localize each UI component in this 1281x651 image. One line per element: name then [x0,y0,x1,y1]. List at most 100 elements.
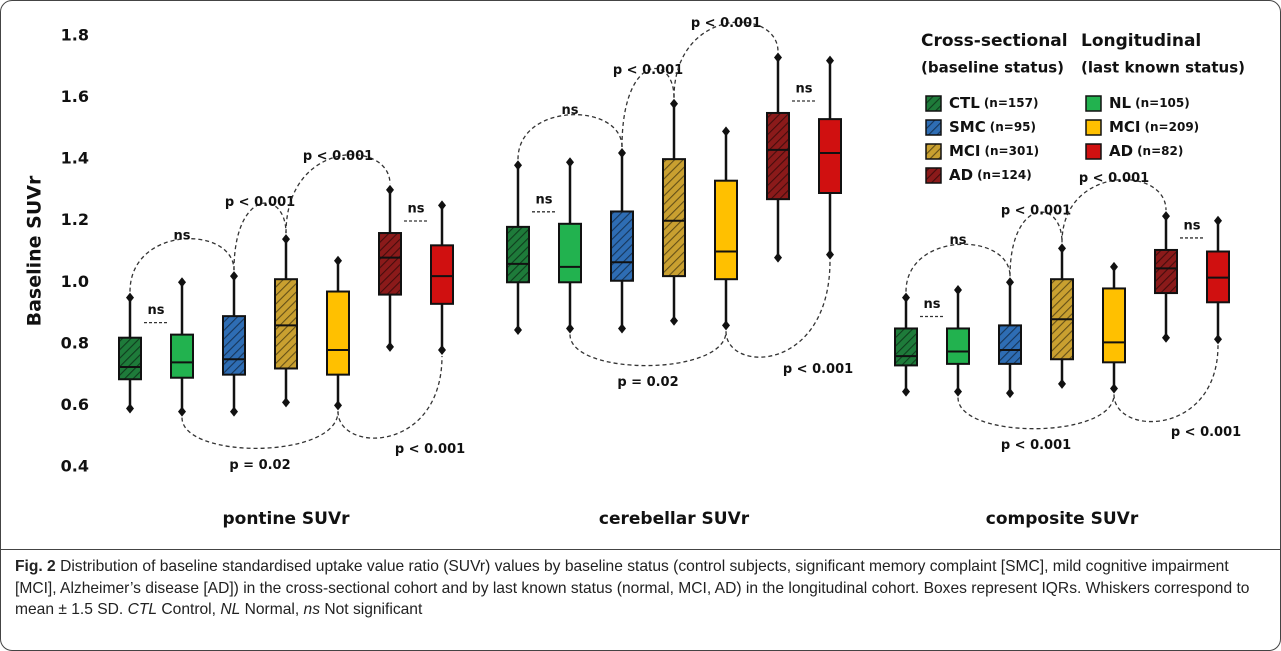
bracket-arc [233,202,287,271]
whisker-cap [178,277,186,288]
legend-label: NL (n=105) [1109,94,1190,112]
y-tick-label: 1.8 [61,26,89,45]
legend-name: SMC [949,118,986,136]
annotation: p = 0.02 [617,375,678,390]
caption-text: NL [220,601,241,618]
whisker-cap [334,255,342,266]
y-tick-label: 1.2 [61,210,89,229]
annotation: ns [536,192,553,207]
x-tick-label: cerebellar SUVr [599,509,750,529]
annotation: p < 0.001 [691,16,761,31]
whisker-cap [670,315,678,326]
annotation: p < 0.001 [613,63,683,78]
annotation: p = 0.02 [229,458,290,473]
box [170,333,194,379]
legend-n: (n=157) [984,96,1039,110]
legend-label: CTL (n=157) [949,94,1038,112]
box [378,232,402,296]
legend-swatch [1085,95,1102,112]
bracket-arc [569,331,727,367]
annotation: ns [924,297,941,312]
caption-text: Distribution of baseline standardised up… [15,558,1250,618]
legend-name: NL [1109,94,1132,112]
legend-name: MCI [949,142,981,160]
whisker-cap [826,249,834,260]
legend-name: MCI [1109,118,1141,136]
whisker-cap [566,323,574,334]
whisker-cap [1110,261,1118,272]
bracket-arc [1009,211,1063,277]
bracket-arc [285,154,391,234]
annotation: ns [174,228,191,243]
bracket-arc [957,394,1115,430]
legend-swatch [1085,143,1102,160]
legend-n: (n=105) [1135,96,1190,110]
box [326,290,350,376]
whisker-cap [1214,334,1222,345]
legend-swatch [1085,119,1102,136]
box [1154,248,1178,295]
whisker-cap [722,320,730,331]
bracket-arc [905,243,1011,292]
whisker-cap [774,252,782,263]
y-tick-label: 1.6 [61,87,89,106]
whisker-cap [438,200,446,211]
box [222,315,246,376]
legend-n: (n=95) [990,120,1036,134]
legend-swatch [925,119,942,136]
bracket-arc [725,260,831,358]
annotation: ns [796,81,813,96]
bracket-arc [181,411,339,449]
annotation: ns [1184,218,1201,233]
whisker-cap [670,98,678,109]
whisker-cap [826,55,834,66]
legend-swatch [925,143,942,160]
whisker-cap [954,284,962,295]
annotation: ns [148,303,165,318]
annotation: p < 0.001 [783,362,853,377]
caption-text: Control, [157,601,221,618]
whisker-cap [902,292,910,303]
whisker-cap [386,341,394,352]
bracket-arc [517,113,623,160]
legend-n: (n=82) [1137,144,1183,158]
legend-name: AD [949,166,973,184]
caption-text: CTL [127,601,158,618]
whisker-cap [1058,378,1066,389]
annotation: p < 0.001 [303,149,373,164]
caption-text: Not significant [320,601,423,618]
whisker-cap [774,52,782,63]
legend-swatch [925,95,942,112]
y-tick-label: 1.4 [61,149,89,168]
bracket-arc [621,67,675,147]
whisker-cap [902,386,910,397]
x-tick-label: pontine SUVr [222,509,350,529]
legend-subtitle: (baseline status) [921,59,1064,77]
box [766,111,790,201]
whisker-cap [1162,332,1170,343]
whisker-cap [514,325,522,336]
legend-n: (n=124) [977,168,1032,182]
whisker-cap [1058,243,1066,254]
whisker-cap [334,400,342,411]
legend-swatch [925,167,942,184]
bracket-arc [337,356,443,439]
whisker-cap [438,345,446,356]
whisker-cap [1006,388,1014,399]
caption-text: ns [303,601,321,618]
legend-n: (n=209) [1145,120,1200,134]
box [998,324,1022,365]
legend-n: (n=301) [985,144,1040,158]
whisker-cap [722,126,730,137]
box [610,210,634,282]
whisker-cap [126,292,134,303]
whisker-cap [230,406,238,417]
bracket-arc [129,238,235,292]
whisker-cap [514,160,522,171]
bracket-arc [1113,345,1219,423]
box [818,118,842,195]
whisker-cap [1110,383,1118,394]
box [430,244,454,305]
box [506,225,530,284]
